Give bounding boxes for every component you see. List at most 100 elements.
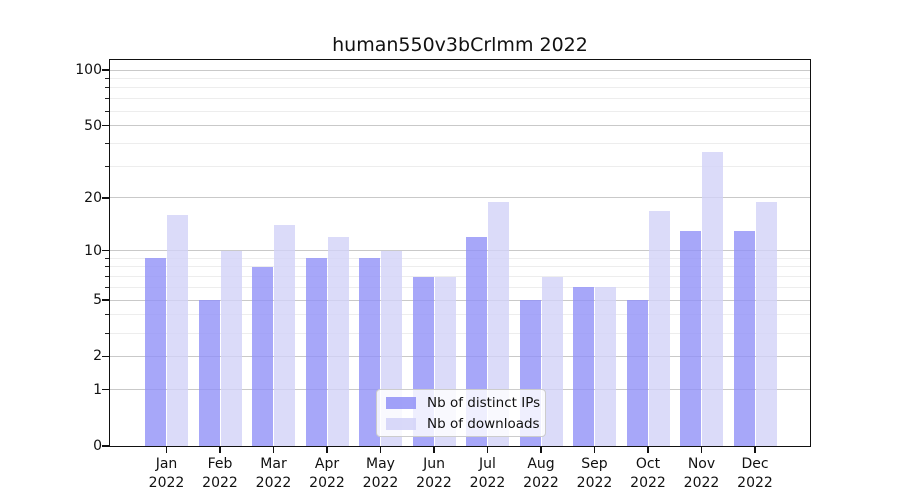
x-tick-year: 2022 bbox=[362, 475, 399, 491]
gridline-minor bbox=[110, 98, 810, 100]
bar-nov-downloads bbox=[702, 151, 723, 446]
bar-apr-downloads bbox=[327, 237, 349, 446]
gridline-minor bbox=[110, 314, 810, 316]
x-tick-month: Feb bbox=[207, 456, 233, 472]
y-minor-tick bbox=[105, 286, 109, 288]
gridline-minor bbox=[110, 332, 810, 334]
gridline-major bbox=[110, 125, 810, 127]
x-tick-year: 2022 bbox=[523, 475, 559, 491]
legend-label-downloads: Nb of downloads bbox=[427, 415, 540, 432]
x-tick bbox=[700, 447, 703, 453]
y-tick bbox=[102, 445, 109, 447]
x-tick-year: 2022 bbox=[202, 475, 238, 491]
x-tick-label: Jul 2022 bbox=[445, 455, 531, 493]
bar-oct-downloads bbox=[648, 210, 670, 446]
y-tick-label: 2 bbox=[93, 348, 102, 365]
bar-may-distinct-ips bbox=[359, 258, 380, 446]
x-tick bbox=[754, 447, 756, 453]
gridline-minor bbox=[110, 142, 810, 144]
y-tick-label: 100 bbox=[75, 62, 102, 78]
y-tick bbox=[102, 249, 109, 252]
x-tick-year: 2022 bbox=[469, 475, 506, 491]
x-tick-year: 2022 bbox=[309, 475, 345, 491]
bar-feb-downloads bbox=[220, 250, 242, 446]
gridline-minor bbox=[110, 110, 810, 112]
x-tick-month: Jul bbox=[479, 456, 496, 472]
x-tick-month: Jan bbox=[155, 456, 178, 472]
x-tick-month: Mar bbox=[260, 456, 287, 472]
x-tick bbox=[486, 447, 489, 453]
x-tick-label: Feb 2022 bbox=[177, 455, 263, 493]
y-minor-tick bbox=[105, 98, 109, 100]
plot-area bbox=[110, 60, 810, 446]
x-tick bbox=[433, 447, 435, 453]
gridline-minor bbox=[110, 87, 810, 89]
gridline-major bbox=[110, 250, 810, 252]
x-tick-year: 2022 bbox=[416, 475, 452, 491]
x-tick bbox=[379, 447, 382, 453]
y-minor-tick bbox=[105, 77, 109, 79]
y-minor-tick bbox=[105, 165, 109, 167]
x-tick-label: May 2022 bbox=[338, 455, 424, 493]
bar-jan-distinct-ips bbox=[145, 258, 166, 446]
bar-mar-distinct-ips bbox=[252, 266, 273, 446]
gridline-major bbox=[110, 197, 810, 199]
x-tick bbox=[272, 447, 275, 453]
x-tick-month: May bbox=[366, 456, 395, 472]
gridline-minor bbox=[110, 286, 810, 288]
gridline-minor bbox=[110, 257, 810, 259]
gridline-minor bbox=[110, 165, 810, 167]
x-tick-label: Jan 2022 bbox=[124, 455, 210, 493]
bar-dec-downloads bbox=[755, 201, 777, 446]
bar-jan-downloads bbox=[167, 215, 188, 446]
x-tick bbox=[647, 447, 649, 453]
y-tick-label: 20 bbox=[84, 189, 102, 206]
x-tick-month: Dec bbox=[741, 456, 769, 472]
x-tick-label: Nov 2022 bbox=[659, 455, 745, 493]
bar-oct-distinct-ips bbox=[626, 300, 648, 446]
y-minor-tick bbox=[105, 266, 109, 268]
bar-apr-distinct-ips bbox=[305, 258, 327, 446]
x-tick-month: Jun bbox=[423, 456, 445, 472]
x-tick bbox=[540, 447, 542, 453]
y-minor-tick bbox=[105, 314, 109, 316]
y-minor-tick bbox=[105, 110, 109, 112]
y-minor-tick bbox=[105, 87, 109, 89]
bar-mar-downloads bbox=[274, 225, 295, 446]
y-tick-label: 1 bbox=[93, 381, 102, 398]
gridline-minor bbox=[110, 266, 810, 268]
y-tick-label: 0 bbox=[93, 438, 102, 454]
chart-title: human550v3bCrlmm 2022 bbox=[332, 34, 588, 56]
bar-aug-downloads bbox=[541, 276, 563, 446]
x-tick bbox=[219, 447, 221, 453]
legend-swatch-downloads bbox=[386, 417, 416, 430]
legend: Nb of distinct IPs Nb of downloads bbox=[376, 389, 546, 437]
x-tick-month: Oct bbox=[635, 456, 661, 472]
x-tick-year: 2022 bbox=[576, 475, 613, 491]
bar-sep-distinct-ips bbox=[573, 287, 594, 446]
x-tick-year: 2022 bbox=[737, 475, 773, 491]
legend-label-distinct-ips: Nb of distinct IPs bbox=[427, 394, 541, 411]
x-tick bbox=[326, 447, 328, 453]
x-tick-label: Apr 2022 bbox=[284, 455, 370, 493]
x-tick-month: Nov bbox=[687, 456, 716, 472]
bar-sep-downloads bbox=[595, 287, 616, 446]
y-tick bbox=[102, 355, 109, 358]
x-tick-label: Mar 2022 bbox=[231, 455, 317, 493]
y-minor-tick bbox=[105, 257, 109, 259]
y-tick-label: 5 bbox=[93, 292, 102, 309]
x-tick-year: 2022 bbox=[255, 475, 292, 491]
y-minor-tick bbox=[105, 276, 109, 278]
y-tick bbox=[102, 197, 109, 199]
y-minor-tick bbox=[105, 332, 109, 334]
y-tick bbox=[102, 388, 109, 391]
y-tick-label: 10 bbox=[84, 242, 102, 259]
bar-dec-distinct-ips bbox=[733, 230, 755, 446]
y-tick-label: 50 bbox=[84, 117, 102, 134]
bar-jul-downloads bbox=[488, 201, 509, 446]
x-tick-month: Sep bbox=[581, 456, 608, 472]
gridline-major bbox=[110, 69, 810, 71]
x-tick-year: 2022 bbox=[683, 475, 720, 491]
x-tick-label: Oct 2022 bbox=[605, 455, 691, 493]
